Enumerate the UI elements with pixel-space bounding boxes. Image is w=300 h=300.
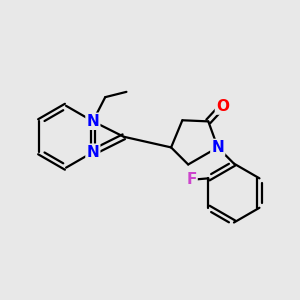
Text: N: N (86, 114, 99, 129)
Text: N: N (212, 140, 224, 155)
Text: O: O (216, 99, 229, 114)
Text: F: F (186, 172, 197, 187)
Text: N: N (86, 145, 99, 160)
